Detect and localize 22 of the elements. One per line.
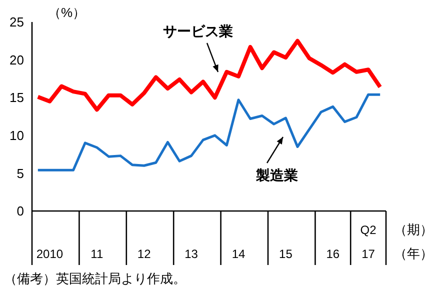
text: （期）: [394, 222, 430, 237]
y-tick-label: 0: [16, 204, 24, 219]
text: Q2: [360, 223, 377, 237]
x-tick-label: 16: [326, 247, 340, 261]
x-tick-label: 12: [137, 247, 152, 261]
x-tick-label: 17: [362, 247, 376, 261]
x-tick-label: 11: [90, 247, 104, 261]
y-axis-title: （%）: [48, 5, 86, 20]
y-tick-label: 20: [10, 52, 24, 68]
x-tick-label: 14: [232, 247, 246, 261]
text: （備考）英国統計局より作成。: [4, 271, 186, 286]
y-tick-label: 5: [16, 166, 24, 181]
x-tick-label: 2010: [36, 247, 64, 261]
y-tick-label: 10: [10, 128, 24, 144]
series-label: サービス業: [163, 23, 233, 39]
line-series: [36, 38, 382, 112]
x-tick-label: 13: [184, 247, 198, 261]
x-axis-title: （年）: [394, 246, 430, 261]
x-tick-label: 15: [279, 247, 293, 261]
y-tick-label: 25: [10, 14, 24, 30]
y-tick-label: 15: [10, 90, 24, 106]
series-label: 製造業: [255, 167, 298, 183]
